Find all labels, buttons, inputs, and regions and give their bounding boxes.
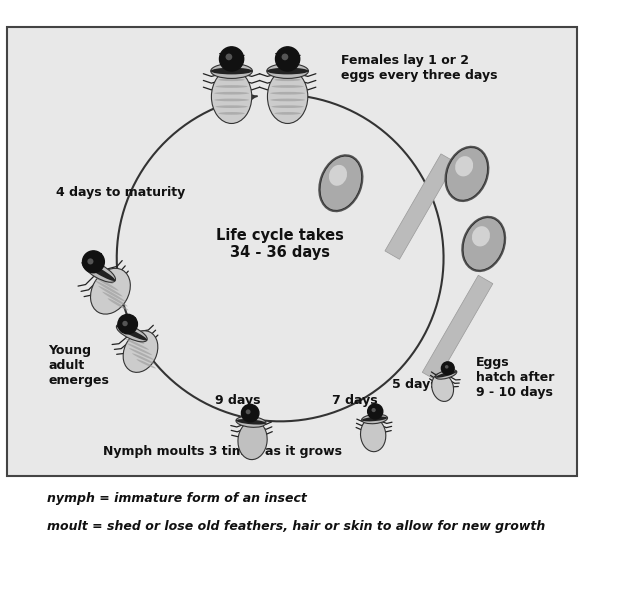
Ellipse shape: [130, 328, 131, 331]
Text: Life cycle takes
34 - 36 days: Life cycle takes 34 - 36 days: [216, 228, 344, 260]
Text: Eggs
hatch after
9 - 10 days: Eggs hatch after 9 - 10 days: [476, 356, 555, 399]
Circle shape: [241, 404, 259, 422]
Ellipse shape: [236, 419, 266, 425]
Ellipse shape: [95, 281, 122, 297]
Ellipse shape: [216, 85, 248, 88]
Circle shape: [220, 47, 244, 71]
Ellipse shape: [318, 154, 364, 212]
Ellipse shape: [275, 112, 301, 115]
Ellipse shape: [99, 286, 125, 302]
Ellipse shape: [275, 78, 301, 81]
Ellipse shape: [83, 262, 115, 281]
Ellipse shape: [83, 260, 116, 282]
Text: Nymph moults 3 times as it grows: Nymph moults 3 times as it grows: [103, 444, 342, 458]
Circle shape: [122, 321, 128, 326]
Circle shape: [225, 53, 232, 60]
Ellipse shape: [461, 216, 506, 272]
Ellipse shape: [236, 416, 266, 427]
Ellipse shape: [270, 99, 305, 101]
Ellipse shape: [281, 72, 294, 74]
Ellipse shape: [116, 324, 147, 342]
Ellipse shape: [132, 353, 156, 365]
Ellipse shape: [238, 421, 267, 459]
Ellipse shape: [108, 298, 129, 310]
Polygon shape: [422, 276, 493, 381]
Ellipse shape: [127, 332, 138, 337]
Text: moult = shed or lose old feathers, hair or skin to allow for new growth: moult = shed or lose old feathers, hair …: [47, 521, 545, 533]
FancyBboxPatch shape: [8, 28, 577, 476]
Ellipse shape: [435, 371, 457, 378]
Ellipse shape: [95, 270, 105, 276]
Ellipse shape: [362, 415, 388, 423]
Ellipse shape: [360, 418, 386, 452]
Ellipse shape: [93, 276, 118, 291]
Text: 7 days: 7 days: [332, 394, 378, 407]
Ellipse shape: [446, 147, 488, 200]
Ellipse shape: [214, 99, 249, 101]
Ellipse shape: [267, 63, 308, 78]
Circle shape: [445, 365, 449, 368]
Ellipse shape: [362, 416, 388, 421]
Ellipse shape: [125, 338, 149, 350]
Ellipse shape: [472, 226, 490, 246]
Ellipse shape: [463, 217, 504, 270]
Text: 4 days to maturity: 4 days to maturity: [56, 186, 185, 199]
Ellipse shape: [218, 112, 245, 115]
Ellipse shape: [211, 68, 252, 74]
Ellipse shape: [102, 292, 127, 307]
Ellipse shape: [444, 146, 490, 202]
Ellipse shape: [225, 72, 239, 74]
Text: nymph = immature form of an insect: nymph = immature form of an insect: [47, 492, 307, 506]
Circle shape: [275, 47, 300, 71]
Ellipse shape: [129, 348, 154, 360]
Ellipse shape: [127, 343, 152, 355]
Ellipse shape: [96, 267, 97, 268]
Ellipse shape: [271, 105, 304, 108]
Ellipse shape: [214, 92, 249, 95]
Circle shape: [83, 251, 104, 273]
Ellipse shape: [267, 68, 308, 74]
Circle shape: [246, 409, 250, 415]
Text: Females lay 1 or 2
eggs every three days: Females lay 1 or 2 eggs every three days: [341, 55, 497, 83]
Ellipse shape: [270, 92, 305, 95]
Ellipse shape: [218, 78, 245, 81]
Circle shape: [118, 314, 138, 334]
Ellipse shape: [211, 69, 252, 123]
Ellipse shape: [92, 272, 113, 284]
Ellipse shape: [211, 63, 252, 78]
Polygon shape: [385, 154, 456, 259]
Ellipse shape: [329, 165, 347, 186]
Text: 5 days: 5 days: [392, 377, 438, 391]
Ellipse shape: [116, 325, 147, 340]
Circle shape: [372, 408, 376, 412]
Ellipse shape: [136, 359, 156, 368]
Ellipse shape: [216, 105, 248, 108]
Ellipse shape: [432, 373, 454, 401]
Ellipse shape: [268, 69, 308, 123]
Circle shape: [282, 53, 288, 60]
Ellipse shape: [125, 335, 145, 344]
Ellipse shape: [271, 85, 304, 88]
Circle shape: [442, 362, 454, 374]
Circle shape: [367, 404, 383, 419]
Ellipse shape: [90, 268, 131, 314]
Text: 9 days: 9 days: [216, 394, 261, 407]
Ellipse shape: [435, 370, 457, 379]
Text: Young
adult
emerges: Young adult emerges: [49, 344, 109, 387]
Circle shape: [88, 258, 93, 264]
Ellipse shape: [455, 156, 473, 176]
Ellipse shape: [123, 331, 158, 373]
Ellipse shape: [320, 156, 362, 210]
